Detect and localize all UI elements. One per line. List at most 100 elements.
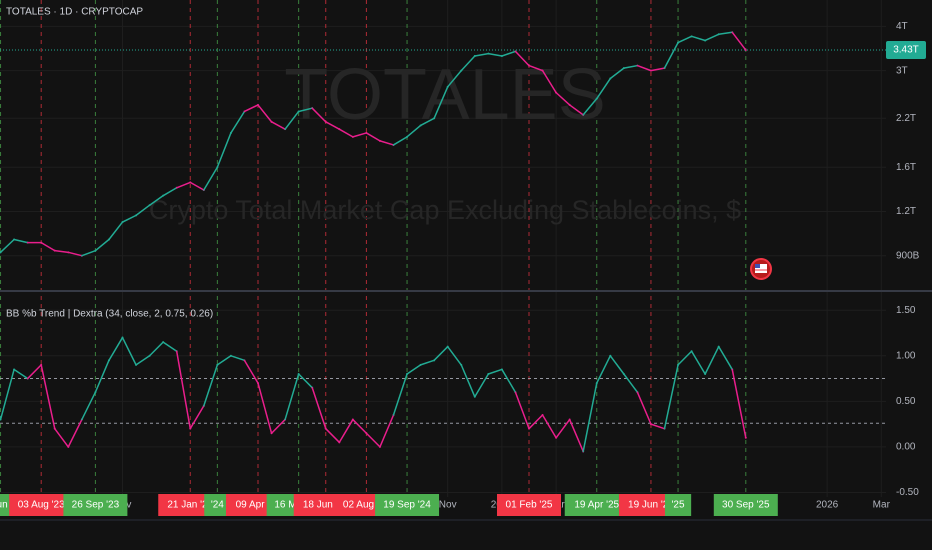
grid-layer bbox=[0, 0, 886, 497]
line-segment bbox=[419, 117, 435, 127]
line-segment bbox=[636, 64, 652, 72]
y-tick-label: 1.50 bbox=[896, 305, 916, 316]
signal-label: 21 Jan '24 bbox=[167, 500, 213, 511]
line-segment bbox=[568, 418, 584, 453]
signal-label-box bbox=[63, 494, 128, 516]
line-segment bbox=[216, 355, 232, 366]
signal-label: 19 Jun '25 bbox=[628, 500, 674, 511]
signal-label: 09 Apr '24 bbox=[236, 500, 281, 511]
flag-canton bbox=[755, 264, 760, 268]
signal-label: 19 Apr '25 bbox=[574, 500, 619, 511]
watermark: TOTALES bbox=[284, 55, 605, 135]
x-tick-label: 2026 bbox=[816, 500, 839, 511]
line-segment bbox=[704, 345, 720, 375]
signal-label: 01 Feb '25 bbox=[506, 500, 553, 511]
line-segment bbox=[406, 124, 422, 138]
line-segment bbox=[338, 418, 354, 444]
line-segment bbox=[650, 67, 666, 72]
line-segment bbox=[487, 368, 503, 375]
line-segment bbox=[406, 364, 422, 375]
line-segment bbox=[352, 418, 368, 434]
flag-icon bbox=[750, 258, 772, 280]
y-tick-label: 2.2T bbox=[896, 113, 916, 124]
line-segment bbox=[568, 104, 584, 116]
line-segment bbox=[148, 194, 164, 206]
line-segment bbox=[203, 364, 219, 407]
line-segment bbox=[514, 50, 530, 67]
line-segment bbox=[433, 86, 449, 120]
line-segment bbox=[501, 50, 517, 57]
line-segment bbox=[419, 359, 435, 366]
signal-label-box bbox=[564, 494, 629, 516]
signal-label: 02 Aug '24 bbox=[343, 500, 390, 511]
indicator-title: BB %b Trend | Dextra (34, close, 2, 0.75… bbox=[6, 309, 213, 320]
line-segment bbox=[13, 238, 29, 244]
line-segment bbox=[690, 350, 706, 375]
line-segment bbox=[690, 35, 706, 42]
signal-label-box bbox=[713, 494, 778, 516]
line-segment bbox=[108, 336, 124, 362]
x-tick-label: Mar bbox=[873, 500, 891, 511]
line-segment bbox=[379, 140, 395, 146]
signal-label-box bbox=[9, 494, 74, 516]
signal-label: '25 bbox=[672, 500, 685, 511]
line-segment bbox=[297, 373, 313, 389]
line-segment bbox=[94, 359, 110, 393]
line-segment bbox=[284, 373, 300, 421]
signal-label: 30 Sep '25 bbox=[722, 500, 770, 511]
line-segment bbox=[677, 350, 693, 366]
line-segment bbox=[528, 414, 544, 430]
line-segment bbox=[67, 251, 83, 257]
line-segment bbox=[636, 391, 652, 425]
line-segment bbox=[717, 345, 733, 371]
line-segment bbox=[148, 341, 164, 357]
line-segment bbox=[541, 69, 557, 94]
line-segment bbox=[623, 373, 639, 393]
line-point bbox=[744, 436, 747, 439]
line-segment bbox=[311, 386, 327, 430]
line-segment bbox=[623, 64, 639, 69]
y-tick-label: 1.6T bbox=[896, 162, 916, 173]
line-segment bbox=[175, 181, 191, 189]
signal-label-box bbox=[497, 494, 561, 516]
line-segment bbox=[297, 107, 313, 113]
y-tick-label: 3T bbox=[896, 65, 908, 76]
x-tick-label: Nov bbox=[439, 500, 457, 511]
line-segment bbox=[40, 364, 56, 430]
y-tick-label: -0.50 bbox=[896, 487, 919, 498]
line-segment bbox=[704, 33, 720, 42]
line-segment bbox=[392, 373, 408, 416]
line-segment bbox=[379, 414, 395, 448]
line-segment bbox=[270, 121, 286, 130]
line-segment bbox=[501, 368, 517, 393]
labels-layer: 4T 3T 2.2T 1.6T 1.2T 900B 1.50 1.00 0.50 0.00 -0.5… bbox=[0, 21, 926, 516]
line-segment bbox=[0, 368, 15, 421]
line-segment bbox=[108, 221, 124, 241]
signal-label-box bbox=[204, 494, 231, 516]
line-segment bbox=[121, 214, 137, 223]
line-segment bbox=[433, 345, 449, 362]
line-segment bbox=[609, 67, 625, 80]
line-segment bbox=[650, 423, 666, 430]
chart-title: TOTALES · 1D · CRYPTOCAP bbox=[6, 7, 143, 18]
line-segment bbox=[81, 391, 97, 421]
last-price-label: 3.43T bbox=[893, 45, 919, 56]
line-segment bbox=[365, 432, 381, 448]
line-segment bbox=[541, 414, 557, 439]
line-segment bbox=[162, 187, 178, 197]
line-segment bbox=[284, 110, 300, 130]
y-tick-label: 4T bbox=[896, 21, 908, 32]
line-segment bbox=[460, 364, 476, 398]
signal-label: 03 Aug '23 bbox=[18, 500, 65, 511]
signal-label: 19 Sep '24 bbox=[383, 500, 431, 511]
flag-body bbox=[755, 264, 767, 273]
line-segment bbox=[731, 368, 747, 439]
line-segment bbox=[663, 41, 679, 69]
line-segment bbox=[26, 364, 42, 380]
marks-layer bbox=[0, 31, 888, 453]
y-tick-label: 1.00 bbox=[896, 350, 916, 361]
line-segment bbox=[474, 373, 490, 398]
line-segment bbox=[175, 350, 191, 430]
y-tick-label: 0.50 bbox=[896, 396, 916, 407]
line-segment bbox=[596, 355, 612, 384]
